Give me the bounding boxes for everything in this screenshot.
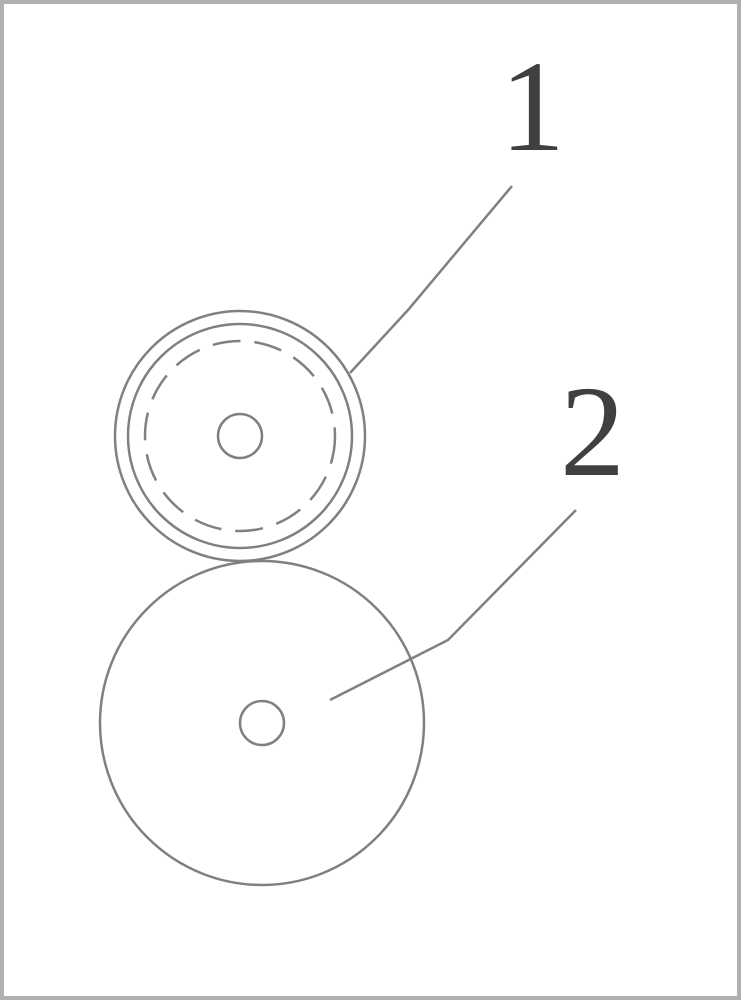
top-wheel-dashed-circle [145, 341, 335, 531]
page-border [2, 2, 739, 998]
bottom-wheel-outer [100, 561, 424, 885]
bottom-wheel-hub [240, 701, 284, 745]
label-2-leader [330, 510, 576, 700]
top-wheel-outer-ring-outer [115, 311, 365, 561]
top-wheel-outer-ring-inner [128, 324, 352, 548]
bottom-wheel [100, 561, 424, 885]
label-1-text: 1 [500, 35, 565, 179]
figure-diagram: 12 [0, 0, 741, 1000]
top-wheel-hub [218, 414, 262, 458]
label-2-text: 2 [560, 360, 625, 504]
top-wheel [115, 311, 365, 561]
label-1-leader [350, 186, 512, 373]
